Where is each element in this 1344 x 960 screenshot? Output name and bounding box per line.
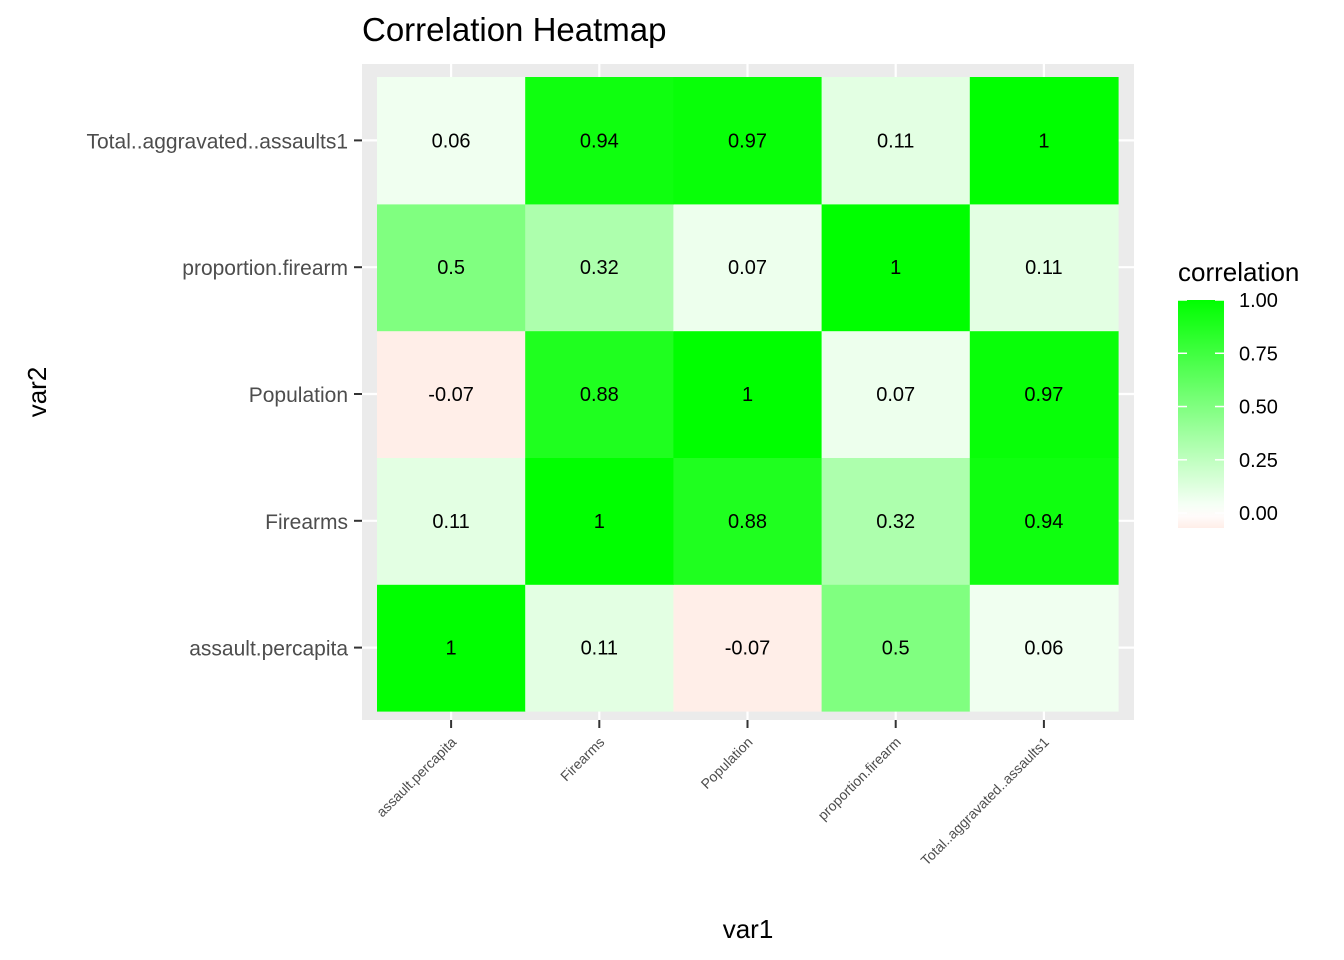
y-tick-label: Firearms bbox=[265, 511, 348, 534]
chart-title: Correlation Heatmap bbox=[362, 11, 666, 48]
legend-title: correlation bbox=[1178, 257, 1299, 287]
cell-value-label: 1 bbox=[446, 638, 457, 660]
cell-value-label: 0.97 bbox=[728, 130, 767, 152]
x-tick-label: assault.percapita bbox=[373, 734, 459, 820]
y-axis: assault.percapita Firearms Population propo… bbox=[87, 130, 362, 661]
y-tick-label: Population bbox=[249, 384, 348, 407]
cell-value-label: 0.07 bbox=[728, 257, 767, 279]
cell-value-label: 0.5 bbox=[882, 638, 910, 660]
heatmap-cell bbox=[821, 77, 971, 205]
heatmap-cell bbox=[821, 584, 971, 712]
cell-value-label: 1 bbox=[742, 384, 753, 406]
cell-value-label: 0.94 bbox=[1024, 511, 1063, 533]
heatmap-cell bbox=[969, 584, 1119, 712]
heatmap-cells bbox=[377, 77, 1119, 712]
cell-value-label: 0.07 bbox=[876, 384, 915, 406]
legend-colorbar bbox=[1178, 300, 1224, 528]
x-tick-label: proportion.firearm bbox=[814, 734, 903, 823]
heatmap-cell bbox=[673, 330, 823, 458]
heatmap-cell bbox=[377, 584, 526, 712]
cell-value-label: 0.5 bbox=[437, 257, 465, 279]
legend-tick-label: 0.25 bbox=[1239, 450, 1278, 472]
heatmap-cell bbox=[969, 330, 1119, 458]
cell-value-label: 1 bbox=[890, 257, 901, 279]
cell-value-label: 0.32 bbox=[876, 511, 915, 533]
heatmap-cell bbox=[969, 77, 1119, 205]
heatmap-cell bbox=[377, 77, 526, 205]
heatmap-cell bbox=[525, 584, 674, 712]
heatmap-cell bbox=[525, 77, 674, 205]
cell-value-label: 0.88 bbox=[728, 511, 767, 533]
cell-value-label: 1 bbox=[1038, 130, 1049, 152]
heatmap-cell bbox=[969, 203, 1119, 332]
cell-value-label: -0.07 bbox=[725, 638, 771, 660]
heatmap-cell bbox=[821, 330, 971, 458]
cell-value-label: 0.06 bbox=[1024, 638, 1063, 660]
cell-labels: 1 0.11 -0.07 0.5 0.06 0.11 1 0.88 0.32 0.94 -0.07 0… bbox=[428, 130, 1063, 659]
cell-value-label: 0.97 bbox=[1024, 384, 1063, 406]
cell-value-label: 0.11 bbox=[581, 638, 618, 660]
cell-value-label: 0.94 bbox=[580, 130, 619, 152]
y-axis-title: var2 bbox=[22, 367, 52, 418]
heatmap-cell bbox=[377, 457, 526, 585]
x-tick-label: Firearms bbox=[557, 734, 607, 784]
cell-value-label: 0.06 bbox=[432, 130, 471, 152]
cell-value-label: 0.88 bbox=[580, 384, 619, 406]
cell-value-label: 1 bbox=[594, 511, 605, 533]
heatmap-cell bbox=[525, 330, 674, 458]
heatmap-cell bbox=[673, 457, 823, 585]
cell-value-label: 0.11 bbox=[432, 511, 469, 533]
legend-tick-label: 0.00 bbox=[1239, 503, 1278, 525]
cell-value-label: 0.11 bbox=[1025, 257, 1062, 279]
heatmap-cell bbox=[821, 203, 971, 332]
heatmap-cell bbox=[821, 457, 971, 585]
heatmap-cell bbox=[673, 203, 823, 332]
heatmap-cell bbox=[525, 203, 674, 332]
legend-tick-label: 1.00 bbox=[1239, 290, 1278, 312]
heatmap-cell bbox=[969, 457, 1119, 585]
y-tick-label: assault.percapita bbox=[189, 638, 348, 661]
cell-value-label: 0.32 bbox=[580, 257, 619, 279]
legend: correlation 1.00 0.75 0.50 0.25 0.00 bbox=[1178, 257, 1299, 528]
y-tick-label: Total..aggravated..assaults1 bbox=[87, 130, 349, 153]
x-tick-label: Total..aggravated..assaults1 bbox=[917, 734, 1052, 869]
heatmap-cell bbox=[673, 584, 823, 712]
cell-value-label: 0.11 bbox=[877, 130, 914, 152]
legend-tick-label: 0.75 bbox=[1239, 343, 1278, 365]
legend-ticks: 1.00 0.75 0.50 0.25 0.00 bbox=[1178, 290, 1278, 525]
legend-tick-label: 0.50 bbox=[1239, 397, 1278, 419]
x-axis: assault.percapita Firearms Population propo… bbox=[373, 720, 1052, 868]
heatmap-cell bbox=[377, 330, 526, 458]
heatmap-cell bbox=[673, 77, 823, 205]
y-tick-label: proportion.firearm bbox=[182, 257, 348, 280]
x-tick-label: Population bbox=[698, 734, 756, 792]
cell-value-label: -0.07 bbox=[428, 384, 474, 406]
heatmap-cell bbox=[525, 457, 674, 585]
x-axis-title: var1 bbox=[723, 914, 774, 944]
heatmap-cell bbox=[377, 203, 526, 332]
